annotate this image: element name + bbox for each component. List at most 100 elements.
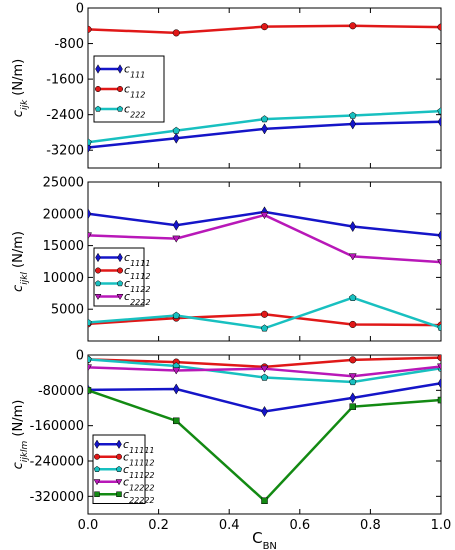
legend-marker [94, 491, 100, 497]
data-point-222 [260, 115, 269, 123]
x-tick-label: 0.8 [360, 518, 381, 533]
y-axis-label: cijklm (N/m) [11, 400, 30, 470]
data-point-112 [349, 22, 357, 30]
legend-label: c1112 [124, 264, 150, 281]
x-tick-label: 0.6 [289, 518, 310, 533]
data-point-11122 [88, 355, 92, 363]
legend-marker [94, 294, 102, 301]
data-point-222 [437, 107, 441, 115]
data-point-12222 [260, 365, 269, 373]
y-tick-label: -800 [54, 37, 84, 52]
y-tick-label: -320000 [30, 490, 84, 505]
series-group [88, 206, 441, 332]
subplot-3: 0 -80000 -160000 -240000 -320000 0.0 0.2 0.4 0.6… [11, 349, 451, 534]
legend-marker [117, 86, 123, 92]
data-point-1111 [349, 220, 357, 233]
data-point-1112 [260, 310, 269, 318]
data-point-1122 [172, 311, 180, 319]
data-point-1122 [88, 318, 92, 326]
legend-marker [116, 280, 124, 287]
data-point-22222 [88, 387, 92, 394]
legend-marker [94, 439, 100, 449]
subplot-2: 25000 20000 15000 10000 5000 cijkl (N/m) c1111… [11, 176, 442, 342]
legend-marker [116, 294, 124, 301]
legend-marker [95, 86, 101, 92]
data-point-1111 [437, 229, 441, 242]
plot-frame [87, 7, 442, 169]
data-point-222 [349, 111, 357, 119]
y-tick-label: -240000 [30, 455, 84, 470]
y-tick-label: 5000 [51, 303, 84, 318]
legend-label: c11122 [123, 463, 155, 480]
legend-marker [95, 64, 101, 74]
data-point-1122 [349, 293, 357, 301]
legend-label: c12222 [123, 475, 155, 492]
data-point-22222 [261, 497, 268, 504]
y-axis-label: cijkl (N/m) [11, 231, 30, 292]
data-point-12222 [348, 373, 357, 381]
data-point-1122 [260, 324, 269, 332]
y-tick-label: 20000 [43, 207, 84, 222]
data-point-12222 [88, 364, 93, 372]
data-point-11111 [172, 383, 180, 395]
legend-marker [93, 465, 101, 472]
legend-marker [95, 267, 101, 274]
legend-marker [116, 439, 122, 449]
data-point-2222 [172, 235, 181, 243]
data-point-222 [88, 138, 92, 146]
legend-marker [94, 280, 102, 287]
legend-marker [116, 491, 122, 497]
data-point-11122 [260, 373, 269, 381]
data-point-111 [261, 123, 268, 135]
legend-label: c11112 [123, 450, 155, 467]
data-point-22222 [349, 403, 356, 410]
legend-marker [115, 465, 123, 472]
legend-marker [117, 64, 123, 74]
data-point-11111 [261, 405, 268, 418]
data-point-111 [349, 118, 357, 130]
data-point-11112 [437, 355, 441, 362]
y-tick-label: 0 [76, 2, 84, 17]
legend-marker [117, 252, 123, 263]
legend-marker [116, 105, 124, 112]
data-point-112 [437, 23, 441, 31]
legend-label: c1111 [124, 251, 150, 268]
data-point-111 [437, 116, 441, 128]
legend-marker [115, 479, 123, 486]
data-point-112 [172, 29, 180, 37]
legend-label: c22222 [123, 488, 155, 505]
legend-marker [95, 252, 101, 263]
legend-marker [93, 479, 101, 486]
y-tick-label: 0 [76, 349, 84, 364]
data-point-22222 [437, 396, 441, 404]
data-point-11112 [349, 356, 357, 364]
y-tick-label: -3200 [46, 144, 84, 159]
y-axis-label: cijk (N/m) [11, 59, 30, 117]
data-point-222 [172, 126, 180, 134]
legend-label: c11111 [123, 438, 155, 455]
data-point-2222 [348, 253, 357, 261]
data-point-11122 [349, 378, 357, 386]
y-tick-label: -160000 [30, 419, 84, 434]
y-tick-label: 15000 [43, 239, 84, 254]
x-tick-label: 0.4 [219, 518, 240, 533]
y-tick-label: -1600 [46, 73, 84, 88]
data-point-112 [260, 23, 269, 31]
data-point-2222 [88, 232, 93, 240]
x-tick-label: 0.0 [78, 518, 99, 533]
data-point-1111 [172, 219, 180, 231]
y-tick-label: -80000 [38, 384, 84, 399]
data-point-2222 [260, 212, 269, 220]
legend-label: c112 [124, 83, 145, 100]
data-point-12222 [436, 363, 441, 371]
legend-marker [117, 267, 123, 274]
legend-label: c222 [124, 103, 145, 120]
data-point-1122 [437, 323, 441, 331]
data-point-2222 [436, 259, 441, 267]
data-point-22222 [173, 417, 180, 425]
legend-label: c111 [124, 63, 145, 80]
y-tick-label: -2400 [46, 108, 84, 123]
